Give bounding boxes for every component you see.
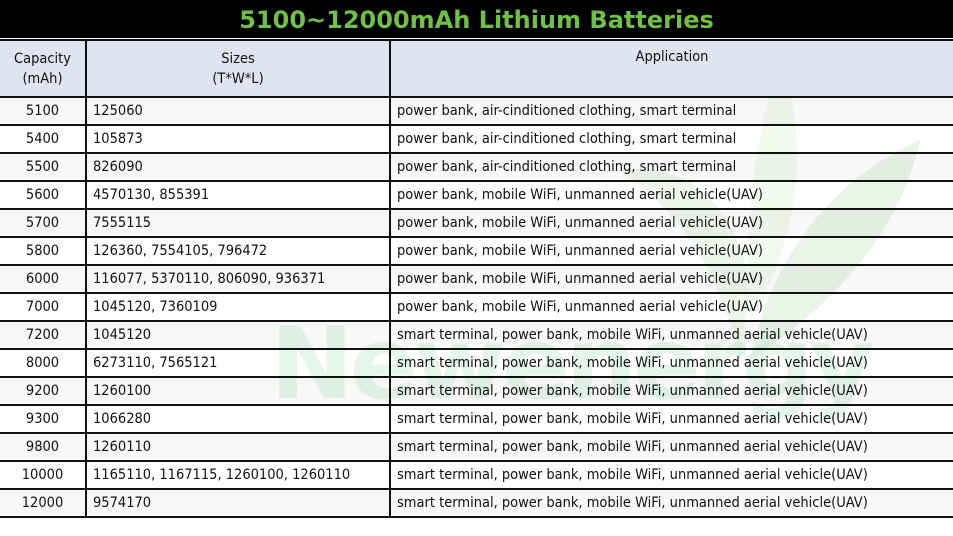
capacity-cell: 9200	[0, 376, 87, 406]
capacity-cell: 9300	[0, 404, 87, 434]
application-cell: smart terminal, power bank, mobile WiFi,…	[389, 404, 953, 434]
table-row: 6000 116077, 5370110, 806090, 936371 power…	[0, 264, 953, 294]
capacity-cell: 5400	[0, 124, 87, 154]
capacity-cell: 7200	[0, 320, 87, 350]
table-row: 9800 1260110 smart terminal, power bank, m…	[0, 432, 953, 462]
sizes-cell: 1260110	[85, 432, 391, 462]
application-cell: power bank, mobile WiFi, unmanned aerial…	[389, 292, 953, 322]
application-cell: power bank, mobile WiFi, unmanned aerial…	[389, 180, 953, 210]
table-row: 7000 1045120, 7360109 power bank, mobile W…	[0, 292, 953, 322]
table-row: 5600 4570130, 855391 power bank, mobile Wi…	[0, 180, 953, 210]
capacity-cell: 5100	[0, 96, 87, 126]
table-row: 9300 1066280 smart terminal, power bank, m…	[0, 404, 953, 434]
table-header-row: Capacity (mAh) Sizes (T*W*L) Application	[0, 39, 953, 98]
capacity-cell: 5700	[0, 208, 87, 238]
sizes-cell: 1165110, 1167115, 1260100, 1260110	[85, 460, 391, 490]
capacity-cell: 12000	[0, 488, 87, 518]
application-cell: power bank, air-cinditioned clothing, sm…	[389, 152, 953, 182]
page-title: 5100~12000mAh Lithium Batteries	[0, 0, 953, 38]
table-row: 9200 1260100 smart terminal, power bank, m…	[0, 376, 953, 406]
table-row: 5800 126360, 7554105, 796472 power bank, m…	[0, 236, 953, 266]
application-cell: power bank, mobile WiFi, unmanned aerial…	[389, 208, 953, 238]
application-cell: smart terminal, power bank, mobile WiFi,…	[389, 348, 953, 378]
application-cell: smart terminal, power bank, mobile WiFi,…	[389, 376, 953, 406]
table-row: 5500 826090 power bank, air-cinditioned cl…	[0, 152, 953, 182]
application-cell: smart terminal, power bank, mobile WiFi,…	[389, 460, 953, 490]
application-cell: power bank, air-cinditioned clothing, sm…	[389, 124, 953, 154]
sizes-cell: 9574170	[85, 488, 391, 518]
header-sizes: Sizes (T*W*L)	[85, 39, 391, 98]
sizes-cell: 4570130, 855391	[85, 180, 391, 210]
capacity-cell: 9800	[0, 432, 87, 462]
application-cell: smart terminal, power bank, mobile WiFi,…	[389, 488, 953, 518]
header-capacity: Capacity (mAh)	[0, 39, 87, 98]
table-row: 7200 1045120 smart terminal, power bank, m…	[0, 320, 953, 350]
table-row: 8000 6273110, 7565121 smart terminal, powe…	[0, 348, 953, 378]
capacity-cell: 7000	[0, 292, 87, 322]
capacity-cell: 6000	[0, 264, 87, 294]
table-row: 10000 1165110, 1167115, 1260100, 1260110 s…	[0, 460, 953, 490]
application-cell: power bank, air-cinditioned clothing, sm…	[389, 96, 953, 126]
sizes-cell: 105873	[85, 124, 391, 154]
capacity-cell: 5500	[0, 152, 87, 182]
table-row: 5100 125060 power bank, air-cinditioned cl…	[0, 96, 953, 126]
application-cell: smart terminal, power bank, mobile WiFi,…	[389, 432, 953, 462]
table-row: 5700 7555115 power bank, mobile WiFi, unma…	[0, 208, 953, 238]
sizes-cell: 125060	[85, 96, 391, 126]
sizes-cell: 826090	[85, 152, 391, 182]
sizes-cell: 1045120, 7360109	[85, 292, 391, 322]
sizes-cell: 116077, 5370110, 806090, 936371	[85, 264, 391, 294]
header-application: Application	[389, 39, 953, 98]
battery-table: Capacity (mAh) Sizes (T*W*L) Application 5…	[0, 39, 953, 518]
capacity-cell: 8000	[0, 348, 87, 378]
capacity-cell: 5800	[0, 236, 87, 266]
application-cell: power bank, mobile WiFi, unmanned aerial…	[389, 236, 953, 266]
table-row: 12000 9574170 smart terminal, power bank, …	[0, 488, 953, 518]
capacity-cell: 10000	[0, 460, 87, 490]
sizes-cell: 1260100	[85, 376, 391, 406]
sizes-cell: 1066280	[85, 404, 391, 434]
application-cell: smart terminal, power bank, mobile WiFi,…	[389, 320, 953, 350]
sizes-cell: 126360, 7554105, 796472	[85, 236, 391, 266]
sizes-cell: 1045120	[85, 320, 391, 350]
table-row: 5400 105873 power bank, air-cinditioned cl…	[0, 124, 953, 154]
sizes-cell: 6273110, 7565121	[85, 348, 391, 378]
capacity-cell: 5600	[0, 180, 87, 210]
application-cell: power bank, mobile WiFi, unmanned aerial…	[389, 264, 953, 294]
sizes-cell: 7555115	[85, 208, 391, 238]
